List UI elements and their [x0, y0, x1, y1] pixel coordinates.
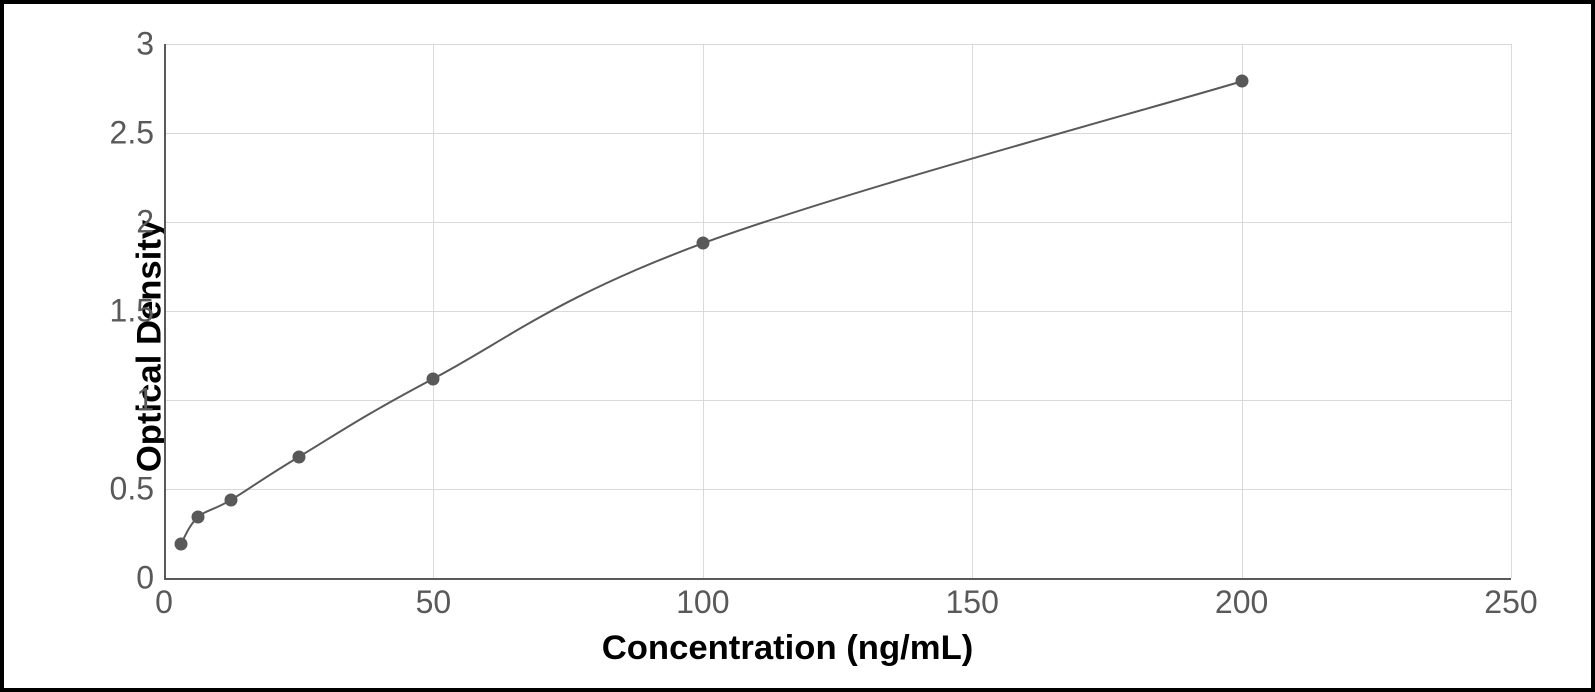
x-axis-title: Concentration (ng/mL) — [602, 629, 974, 668]
data-point — [292, 450, 305, 463]
data-point — [427, 372, 440, 385]
y-tick-label: 0.5 — [110, 471, 164, 508]
data-point — [696, 237, 709, 250]
series-line — [181, 81, 1242, 544]
series-line-layer — [164, 44, 1511, 578]
y-tick-label: 3 — [136, 26, 164, 63]
data-point — [1235, 75, 1248, 88]
data-point — [174, 538, 187, 551]
x-tick-label: 0 — [155, 578, 173, 621]
plot-inner: 00.511.522.53050100150200250 — [164, 44, 1511, 578]
data-point — [225, 493, 238, 506]
gridline-vertical — [1511, 44, 1512, 578]
y-tick-label: 1.5 — [110, 293, 164, 330]
plot-area: 00.511.522.53050100150200250 — [164, 44, 1511, 578]
data-point — [191, 511, 204, 524]
x-axis-line — [164, 578, 1511, 580]
x-tick-label: 200 — [1215, 578, 1268, 621]
chart-wrap: Optical Density Concentration (ng/mL) 00… — [24, 24, 1551, 668]
x-tick-label: 100 — [676, 578, 729, 621]
y-tick-label: 1 — [136, 382, 164, 419]
x-tick-label: 250 — [1484, 578, 1537, 621]
y-tick-label: 2 — [136, 204, 164, 241]
x-tick-label: 50 — [416, 578, 452, 621]
y-tick-label: 2.5 — [110, 115, 164, 152]
x-tick-label: 150 — [945, 578, 998, 621]
chart-frame: Optical Density Concentration (ng/mL) 00… — [0, 0, 1595, 692]
